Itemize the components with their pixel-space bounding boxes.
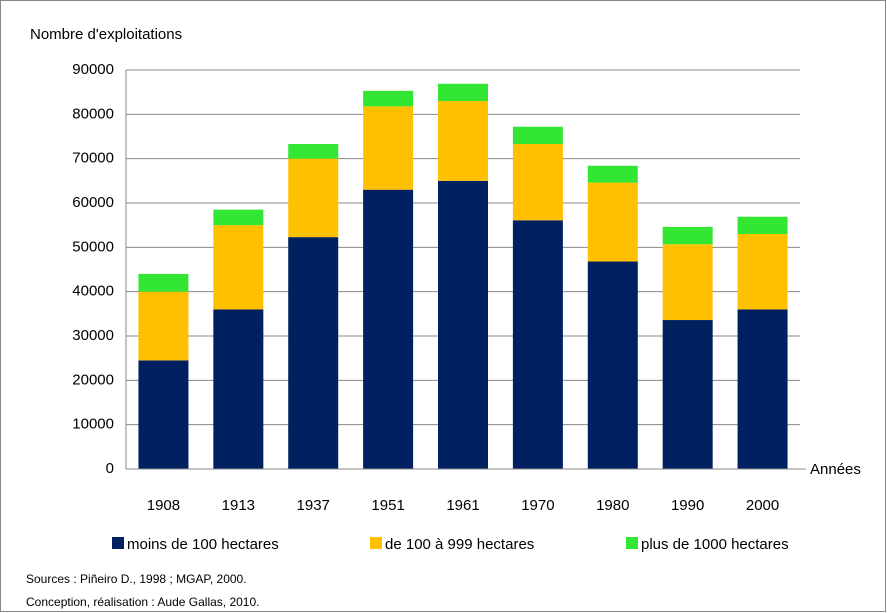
legend-swatch xyxy=(626,537,638,549)
bar-segment xyxy=(213,225,264,310)
bar-segment xyxy=(288,158,339,238)
y-tick-label: 10000 xyxy=(72,416,114,433)
x-axis-label: Années xyxy=(810,461,861,478)
x-tick-label: 1913 xyxy=(222,497,255,514)
x-tick-label: 1961 xyxy=(446,497,479,514)
bar-segment xyxy=(213,209,264,226)
y-tick-label: 60000 xyxy=(72,194,114,211)
y-tick-label: 50000 xyxy=(72,238,114,255)
bar-segment xyxy=(363,106,414,190)
bar-segment xyxy=(213,309,264,469)
y-axis-label: Nombre d'exploitations xyxy=(30,26,182,43)
bar-segment xyxy=(138,360,189,469)
bar-segment xyxy=(512,126,563,145)
bar-segment xyxy=(363,189,414,469)
y-tick-label: 20000 xyxy=(72,371,114,388)
y-tick-label: 0 xyxy=(106,460,114,477)
bar-segment xyxy=(438,180,488,470)
bar-segment xyxy=(438,83,488,102)
bar-segment xyxy=(138,291,189,361)
bar-segment xyxy=(587,261,638,469)
bar-segment xyxy=(737,309,788,469)
note: Sources : Piñeiro D., 1998 ; MGAP, 2000. xyxy=(26,572,247,586)
bar-segment xyxy=(662,244,713,321)
y-tick-label: 30000 xyxy=(72,327,114,344)
y-tick-label: 80000 xyxy=(72,105,114,122)
bar-segment xyxy=(512,220,563,469)
bar-segment xyxy=(587,182,638,262)
bar-segment xyxy=(288,144,339,159)
bar-segment xyxy=(662,226,713,245)
x-tick-label: 1990 xyxy=(671,497,704,514)
bar-segment xyxy=(512,144,563,221)
legend-label: plus de 1000 hectares xyxy=(641,536,789,553)
bar-segment xyxy=(138,273,189,292)
x-tick-label: 1980 xyxy=(596,497,629,514)
legend-label: moins de 100 hectares xyxy=(127,536,279,553)
x-tick-label: 2000 xyxy=(746,497,779,514)
bar-segment xyxy=(587,165,638,183)
x-tick-label: 1951 xyxy=(371,497,404,514)
bar-segment xyxy=(662,320,713,469)
bar-segment xyxy=(438,101,488,181)
y-tick-label: 90000 xyxy=(72,61,114,78)
bar-segment xyxy=(288,237,339,469)
bar-segment xyxy=(737,216,788,235)
note: Conception, réalisation : Aude Gallas, 2… xyxy=(26,595,259,609)
x-tick-label: 1970 xyxy=(521,497,554,514)
y-tick-label: 40000 xyxy=(72,283,114,300)
legend-swatch xyxy=(370,537,382,549)
x-tick-label: 1908 xyxy=(147,497,180,514)
y-tick-label: 70000 xyxy=(72,150,114,167)
x-tick-label: 1937 xyxy=(297,497,330,514)
legend-swatch xyxy=(112,537,124,549)
bar-segment xyxy=(737,234,788,310)
bar-segment xyxy=(363,90,414,107)
legend-label: de 100 à 999 hectares xyxy=(385,536,534,553)
